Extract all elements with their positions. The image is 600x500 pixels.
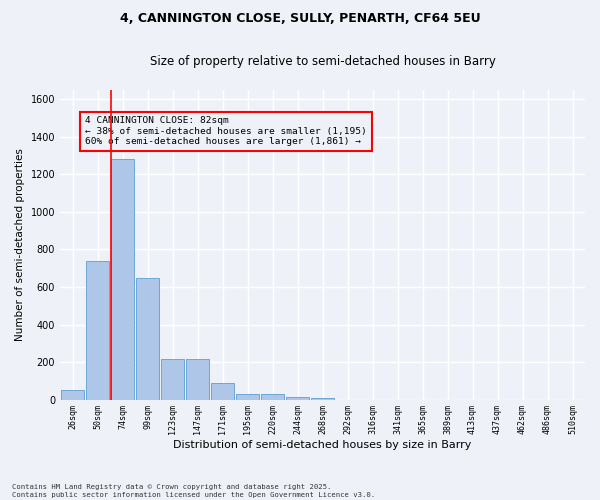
Bar <box>136 278 159 400</box>
Bar <box>186 359 209 400</box>
Bar <box>161 359 184 400</box>
Bar <box>61 390 84 400</box>
Bar <box>236 394 259 400</box>
Bar <box>86 260 109 400</box>
Text: 4, CANNINGTON CLOSE, SULLY, PENARTH, CF64 5EU: 4, CANNINGTON CLOSE, SULLY, PENARTH, CF6… <box>119 12 481 26</box>
Title: Size of property relative to semi-detached houses in Barry: Size of property relative to semi-detach… <box>149 55 496 68</box>
Bar <box>111 160 134 400</box>
X-axis label: Distribution of semi-detached houses by size in Barry: Distribution of semi-detached houses by … <box>173 440 472 450</box>
Text: 4 CANNINGTON CLOSE: 82sqm
← 38% of semi-detached houses are smaller (1,195)
60% : 4 CANNINGTON CLOSE: 82sqm ← 38% of semi-… <box>85 116 367 146</box>
Bar <box>286 397 309 400</box>
Text: Contains HM Land Registry data © Crown copyright and database right 2025.
Contai: Contains HM Land Registry data © Crown c… <box>12 484 375 498</box>
Bar <box>211 382 234 400</box>
Bar <box>311 398 334 400</box>
Bar <box>261 394 284 400</box>
Y-axis label: Number of semi-detached properties: Number of semi-detached properties <box>15 148 25 341</box>
